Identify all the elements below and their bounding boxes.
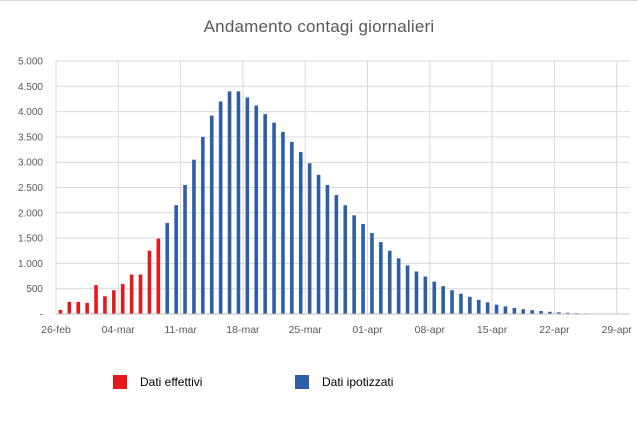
bar-dati-ipotizzati	[335, 195, 339, 314]
x-tick-label: 15-apr	[477, 324, 508, 336]
bar-dati-ipotizzati	[521, 309, 525, 314]
y-tick-label: 1.500	[18, 234, 43, 245]
x-tick-label: 26-feb	[41, 324, 71, 336]
bar-dati-ipotizzati	[174, 205, 178, 314]
bar-dati-ipotizzati	[317, 175, 321, 314]
bar-dati-ipotizzati	[281, 132, 285, 314]
y-tick-label: -	[40, 310, 43, 321]
bar-dati-ipotizzati	[468, 297, 472, 314]
bar-dati-effettivi	[85, 303, 89, 314]
bar-dati-effettivi	[76, 302, 80, 314]
y-tick-label: 3.000	[18, 158, 43, 169]
bar-dati-ipotizzati	[237, 91, 241, 314]
bar-dati-effettivi	[139, 275, 143, 314]
x-tick-label: 01-apr	[352, 324, 383, 336]
y-tick-label: 2.000	[18, 208, 43, 219]
bar-dati-ipotizzati	[397, 258, 401, 314]
y-tick-label: 5.000	[18, 57, 43, 68]
x-tick-label: 29-apr	[602, 324, 633, 336]
bar-dati-ipotizzati	[441, 286, 445, 314]
bar-dati-ipotizzati	[254, 106, 258, 314]
bar-dati-ipotizzati	[299, 152, 303, 314]
bar-dati-ipotizzati	[370, 233, 374, 314]
y-tick-label: 4.500	[18, 82, 43, 93]
bar-dati-effettivi	[94, 285, 98, 314]
bar-dati-effettivi	[121, 284, 125, 314]
bar-dati-effettivi	[103, 296, 107, 314]
bar-dati-ipotizzati	[290, 142, 294, 314]
bar-dati-ipotizzati	[379, 242, 383, 314]
bar-dati-ipotizzati	[272, 123, 276, 314]
bar-dati-effettivi	[130, 275, 134, 314]
bar-dati-ipotizzati	[326, 185, 330, 314]
bar-dati-ipotizzati	[432, 282, 436, 314]
y-tick-label: 500	[26, 284, 43, 295]
bar-dati-ipotizzati	[246, 97, 250, 314]
bar-dati-ipotizzati	[201, 137, 205, 314]
bar-dati-ipotizzati	[513, 308, 517, 314]
legend-label-dati-ipotizzati: Dati ipotizzati	[322, 375, 393, 389]
bar-dati-ipotizzati	[388, 251, 392, 314]
x-tick-label: 08-apr	[415, 324, 446, 336]
bar-dati-ipotizzati	[495, 305, 499, 314]
bar-dati-ipotizzati	[415, 271, 419, 314]
bar-dati-effettivi	[112, 290, 116, 314]
y-tick-label: 3.500	[18, 132, 43, 143]
legend-item-dati-effettivi: Dati effettivi	[113, 375, 202, 389]
x-tick-label: 04-mar	[102, 324, 136, 336]
y-tick-label: 2.500	[18, 183, 43, 194]
bar-dati-ipotizzati	[352, 215, 356, 314]
bar-dati-ipotizzati	[361, 224, 365, 314]
bar-dati-ipotizzati	[210, 116, 214, 314]
bar-dati-ipotizzati	[530, 310, 534, 314]
bar-dati-ipotizzati	[192, 160, 196, 314]
x-tick-label: 25-mar	[289, 324, 323, 336]
bar-dati-effettivi	[148, 251, 152, 314]
y-tick-label: 1.000	[18, 259, 43, 270]
legend-swatch-blue	[295, 375, 309, 389]
bar-dati-ipotizzati	[406, 265, 410, 314]
bar-dati-ipotizzati	[165, 223, 169, 314]
bar-dati-ipotizzati	[219, 101, 223, 314]
legend-label-dati-effettivi: Dati effettivi	[140, 375, 202, 389]
bar-dati-effettivi	[157, 239, 161, 314]
legend-swatch-red	[113, 375, 127, 389]
bar-dati-ipotizzati	[228, 91, 232, 314]
bar-dati-ipotizzati	[477, 300, 481, 314]
bar-dati-ipotizzati	[424, 277, 428, 314]
bar-dati-effettivi	[59, 310, 63, 314]
y-tick-label: 4.000	[18, 107, 43, 118]
bar-dati-ipotizzati	[486, 302, 490, 314]
bar-dati-ipotizzati	[459, 294, 463, 314]
bar-dati-ipotizzati	[343, 205, 347, 314]
bar-dati-ipotizzati	[504, 306, 508, 314]
bar-dati-ipotizzati	[308, 163, 312, 314]
legend-item-dati-ipotizzati: Dati ipotizzati	[295, 375, 393, 389]
bar-dati-ipotizzati	[183, 185, 187, 314]
x-tick-label: 22-apr	[539, 324, 570, 336]
bar-dati-ipotizzati	[263, 114, 267, 314]
x-tick-label: 11-mar	[164, 324, 197, 336]
bar-dati-effettivi	[68, 302, 72, 314]
x-tick-label: 18-mar	[226, 324, 260, 336]
bar-dati-ipotizzati	[450, 290, 454, 314]
